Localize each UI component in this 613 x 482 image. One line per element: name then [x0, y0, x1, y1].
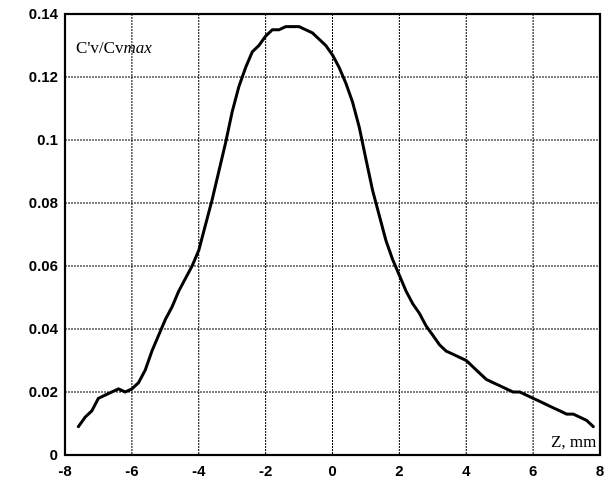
y-tick-label: 0.14 — [29, 6, 59, 23]
data-line — [76, 25, 595, 429]
grid-lines — [65, 14, 600, 455]
y-tick-label: 0 — [50, 447, 58, 464]
plot-frame — [63, 12, 602, 457]
y-tick-label: 0.08 — [29, 195, 58, 212]
x-tick-label: 4 — [462, 463, 471, 480]
x-tick-label: -2 — [259, 463, 272, 480]
x-tick-label: -6 — [125, 463, 138, 480]
y-axis-label-italic: max — [123, 38, 152, 57]
y-tick-label: 0.02 — [29, 384, 58, 401]
x-tick-label: 8 — [596, 463, 604, 480]
x-tick-label: -8 — [58, 463, 71, 480]
x-tick-label: 0 — [328, 463, 336, 480]
y-axis-label-main: C'v/Cv — [76, 38, 124, 57]
y-tick-label: 0.04 — [29, 321, 59, 338]
y-tick-label: 0.06 — [29, 258, 58, 275]
y-tick-label: 0.1 — [37, 132, 58, 149]
y-tick-label: 0.12 — [29, 69, 58, 86]
x-tick-label: 2 — [395, 463, 403, 480]
x-tick-label: 6 — [529, 463, 537, 480]
x-tick-label: -4 — [192, 463, 206, 480]
tick-labels: -8 -6 -4 -2 0 2 4 6 8 0 0.02 0.04 0.06 0.08 0.1 0.12 0.1… — [29, 6, 604, 480]
y-axis-label: C'v/Cvmax — [76, 38, 152, 57]
x-axis-label: Z, mm — [551, 432, 596, 451]
